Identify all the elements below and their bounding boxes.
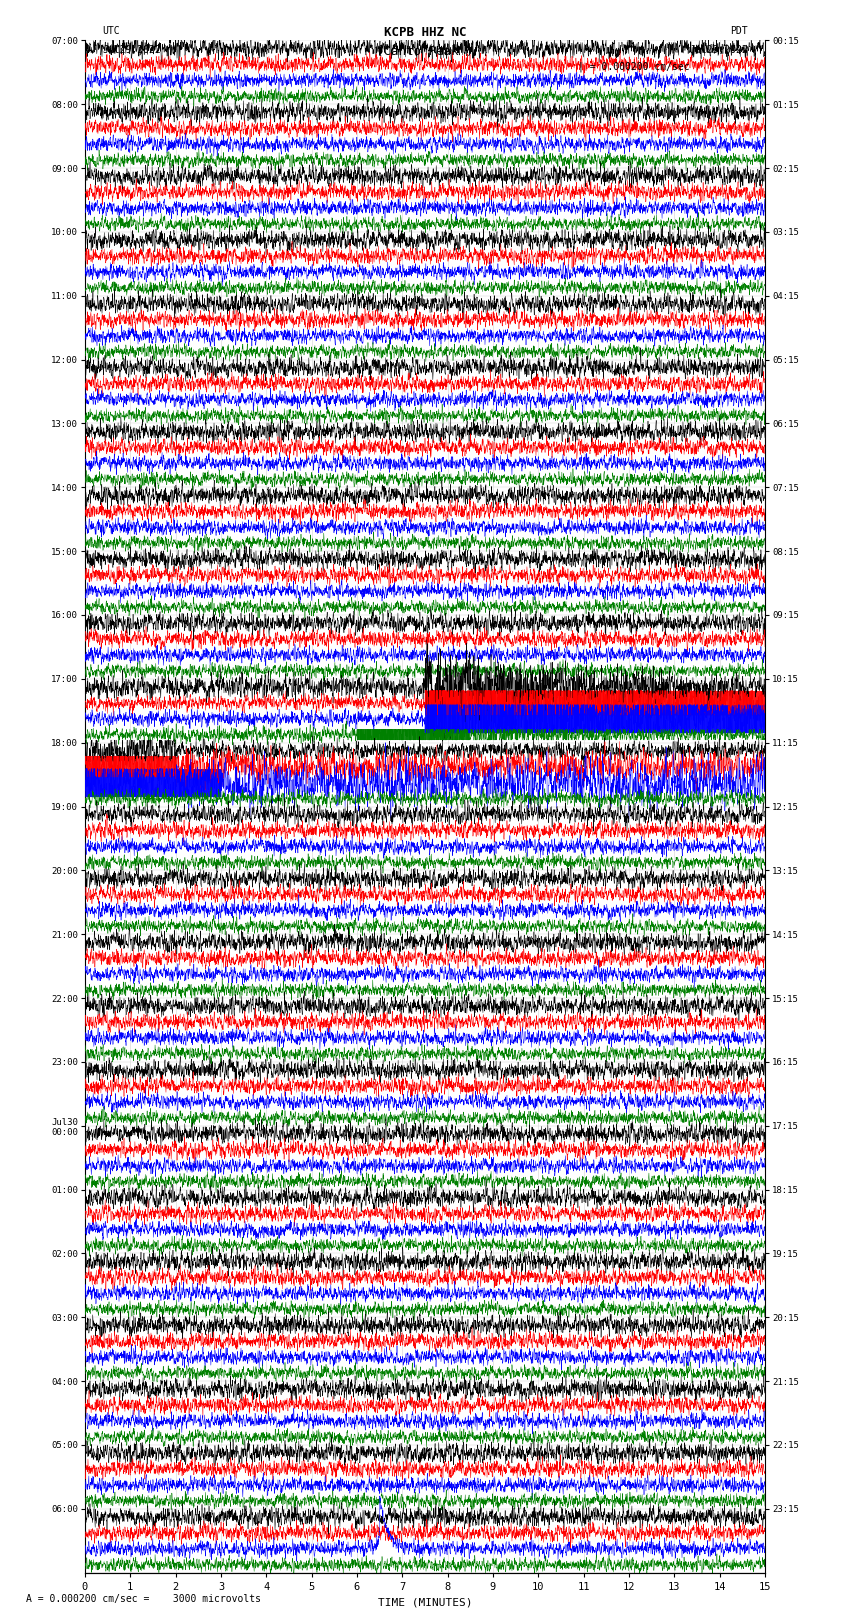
Text: | = 0.000200 cm/sec: | = 0.000200 cm/sec — [578, 61, 689, 73]
Text: (Cahto Peak ): (Cahto Peak ) — [377, 45, 473, 58]
Text: PDT: PDT — [730, 26, 748, 35]
Text: KCPB HHZ NC: KCPB HHZ NC — [383, 26, 467, 39]
Text: Jul29,2022: Jul29,2022 — [689, 45, 748, 55]
Text: Jul29,2022: Jul29,2022 — [102, 45, 161, 55]
Text: UTC: UTC — [102, 26, 120, 35]
Text: A = 0.000200 cm/sec =    3000 microvolts: A = 0.000200 cm/sec = 3000 microvolts — [26, 1594, 260, 1603]
X-axis label: TIME (MINUTES): TIME (MINUTES) — [377, 1597, 473, 1607]
